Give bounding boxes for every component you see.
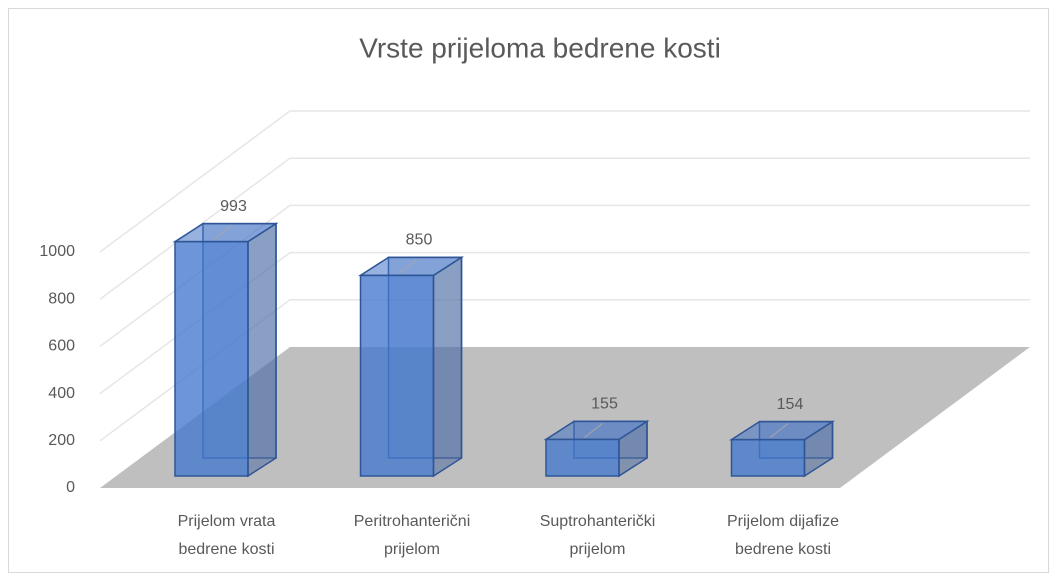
y-tick-label: 400 xyxy=(48,385,75,402)
leader-line xyxy=(398,259,418,274)
y-tick-label: 200 xyxy=(48,432,75,449)
y-tick-label: 0 xyxy=(66,479,75,496)
chart-title: Vrste prijeloma bedrene kosti xyxy=(359,32,721,63)
x-tick-label: Peritrohanterični prijelom xyxy=(353,513,471,558)
bar-top xyxy=(357,256,465,277)
data-label: 993 xyxy=(220,198,247,215)
leader-line xyxy=(769,423,789,439)
x-tick-label: Suptrohanterički prijelom xyxy=(539,513,656,558)
data-label: 154 xyxy=(777,396,804,413)
bar-side xyxy=(432,256,463,478)
leader-line xyxy=(213,225,232,241)
x-tick-label: Prijelom vrata bedrene kosti xyxy=(177,513,276,558)
y-tick-label: 1000 xyxy=(39,243,75,260)
data-label: 850 xyxy=(406,232,433,249)
grid-line xyxy=(99,110,1030,253)
grid-line xyxy=(99,157,1030,300)
grid-line xyxy=(99,251,1030,395)
bar-top xyxy=(172,222,279,243)
bar-front xyxy=(545,438,620,477)
leader-line xyxy=(584,423,603,438)
bar-side xyxy=(247,222,277,478)
y-tick-label: 800 xyxy=(48,290,75,307)
bar-front xyxy=(730,438,806,477)
data-label: 155 xyxy=(591,396,618,413)
bar-front xyxy=(359,274,435,477)
bar-top xyxy=(728,420,836,441)
bar-front xyxy=(174,240,249,477)
bar-top xyxy=(543,420,650,441)
y-tick-label: 600 xyxy=(48,338,75,355)
x-tick-label: Prijelom dijafize bedrene kosti xyxy=(726,513,840,558)
grid-line xyxy=(99,299,1030,442)
grid-line xyxy=(99,204,1030,348)
